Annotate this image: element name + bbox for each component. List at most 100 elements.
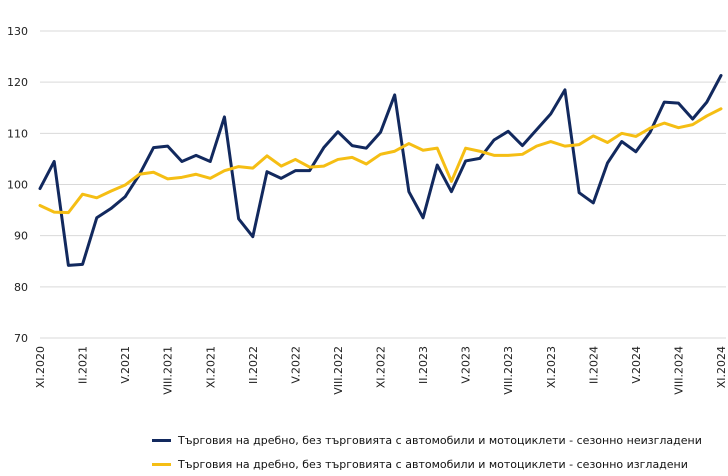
data-point-s0-45 [677, 102, 680, 105]
x-tick-label-II.2024: II.2024 [587, 346, 600, 384]
data-point-s0-48 [720, 74, 723, 77]
data-point-s1-18 [294, 158, 297, 161]
data-point-s1-38 [578, 143, 581, 146]
x-tick-label-VIII.2021: VIII.2021 [162, 346, 175, 395]
y-tick-label-100: 100 [7, 179, 28, 192]
data-point-s1-23 [365, 163, 368, 166]
data-point-s1-36 [549, 140, 552, 143]
data-point-s0-35 [535, 128, 538, 131]
legend-item-adjusted: Търговия на дребно, без търговията с авт… [152, 452, 702, 476]
data-point-s0-44 [663, 101, 666, 104]
data-point-s0-23 [365, 147, 368, 150]
x-tick-label-II.2023: II.2023 [417, 346, 430, 384]
data-point-s1-5 [109, 190, 112, 193]
x-tick-label-VIII.2023: VIII.2023 [502, 346, 515, 395]
data-point-s0-10 [180, 160, 183, 163]
data-point-s1-25 [393, 150, 396, 153]
data-point-s0-20 [322, 146, 325, 149]
data-point-s1-39 [592, 134, 595, 137]
data-point-s0-34 [521, 144, 524, 147]
data-point-s1-3 [81, 193, 84, 196]
data-point-s0-14 [237, 217, 240, 220]
data-point-s0-47 [705, 101, 708, 104]
data-point-s0-11 [195, 154, 198, 157]
data-point-s0-42 [634, 150, 637, 153]
data-point-s0-13 [223, 115, 226, 118]
x-tick-label-XI.2024: XI.2024 [715, 346, 728, 388]
y-tick-label-90: 90 [14, 230, 28, 243]
data-point-s1-28 [436, 147, 439, 150]
legend-label-unadjusted: Търговия на дребно, без търговията с авт… [178, 433, 702, 447]
data-point-s1-2 [67, 211, 70, 214]
data-point-s1-45 [677, 126, 680, 129]
data-point-s1-31 [478, 150, 481, 153]
data-point-s1-29 [450, 180, 453, 183]
data-point-s0-33 [507, 130, 510, 133]
data-point-s1-46 [691, 123, 694, 126]
data-point-s0-36 [549, 112, 552, 115]
data-point-s1-20 [322, 165, 325, 168]
data-point-s0-0 [39, 187, 42, 190]
data-point-s1-1 [53, 211, 56, 214]
x-tick-label-V.2024: V.2024 [630, 346, 643, 384]
data-point-s1-7 [138, 173, 141, 176]
x-tick-label-II.2021: II.2021 [77, 346, 90, 384]
data-point-s1-40 [606, 141, 609, 144]
x-tick-label-V.2022: V.2022 [289, 346, 302, 384]
x-tick-label-VIII.2024: VIII.2024 [672, 346, 685, 395]
x-tick-label-VIII.2022: VIII.2022 [332, 346, 345, 395]
data-point-s1-47 [705, 114, 708, 117]
data-point-s0-2 [67, 264, 70, 267]
data-point-s1-16 [266, 154, 269, 157]
x-tick-label-V.2023: V.2023 [460, 346, 473, 384]
data-point-s1-42 [634, 135, 637, 138]
data-point-s1-4 [95, 196, 98, 199]
x-tick-label-XI.2021: XI.2021 [204, 346, 217, 388]
series-line-0 [38, 74, 723, 267]
x-tick-label-II.2022: II.2022 [247, 346, 260, 384]
data-point-s0-19 [308, 169, 311, 172]
data-point-s1-17 [280, 165, 283, 168]
data-point-s0-8 [152, 146, 155, 149]
data-point-s0-39 [592, 201, 595, 204]
chart-legend: Търговия на дребно, без търговията с авт… [152, 428, 702, 476]
data-point-s0-16 [266, 170, 269, 173]
data-point-s1-41 [620, 132, 623, 135]
series-lines [38, 74, 723, 267]
data-point-s0-1 [53, 160, 56, 163]
y-tick-label-130: 130 [7, 25, 28, 38]
legend-label-adjusted: Търговия на дребно, без търговията с авт… [178, 457, 688, 471]
data-point-s0-37 [563, 88, 566, 91]
data-point-s0-18 [294, 169, 297, 172]
data-point-s1-6 [124, 184, 127, 187]
data-point-s0-4 [95, 216, 98, 219]
data-point-s0-32 [493, 138, 496, 141]
data-point-s1-24 [379, 153, 382, 156]
x-tick-label-XI.2020: XI.2020 [34, 346, 47, 388]
axes: 70 80 90 100 110 120 130 XI.2020 II.2021 V.2021 VI… [7, 25, 728, 395]
x-tick-label-V.2021: V.2021 [119, 346, 132, 384]
data-point-s1-0 [39, 204, 42, 207]
data-point-s1-10 [180, 176, 183, 179]
data-point-s0-43 [649, 131, 652, 134]
legend-swatch-adjusted [152, 462, 171, 466]
data-point-s1-15 [251, 167, 254, 170]
data-point-s1-14 [237, 165, 240, 168]
data-point-s1-43 [649, 127, 652, 130]
data-point-s0-5 [109, 207, 112, 210]
data-point-s1-11 [195, 173, 198, 176]
data-point-s0-31 [478, 157, 481, 160]
data-point-s1-32 [493, 154, 496, 157]
x-tick-label-XI.2023: XI.2023 [545, 346, 558, 388]
data-point-s0-9 [166, 145, 169, 148]
data-point-s0-29 [450, 190, 453, 193]
data-point-s0-38 [578, 191, 581, 194]
y-tick-label-70: 70 [14, 332, 28, 345]
data-point-s1-35 [535, 145, 538, 148]
data-point-s0-6 [124, 195, 127, 198]
legend-swatch-unadjusted [152, 438, 171, 442]
y-tick-label-120: 120 [7, 76, 28, 89]
data-point-s0-46 [691, 118, 694, 121]
data-point-s0-15 [251, 235, 254, 238]
legend-item-unadjusted: Търговия на дребно, без търговията с авт… [152, 428, 702, 452]
